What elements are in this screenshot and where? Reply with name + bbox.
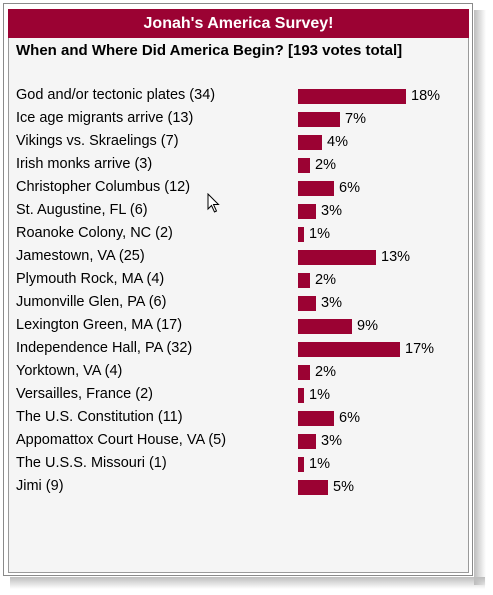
result-label: Appomattox Court House, VA (5) (16, 432, 227, 448)
result-row: Ice age migrants arrive (13) 7% (9, 108, 468, 131)
result-label: Jamestown, VA (25) (16, 248, 145, 264)
result-label: Vikings vs. Skraelings (7) (16, 133, 179, 149)
result-percent: 17% (405, 341, 435, 357)
result-label: Jumonville Glen, PA (6) (16, 294, 167, 310)
result-row: Irish monks arrive (3) 2% (9, 154, 468, 177)
result-label: Irish monks arrive (3) (16, 156, 153, 172)
result-row: Independence Hall, PA (32) 17% (9, 338, 468, 361)
result-row: Jimi (9) 5% (9, 476, 468, 499)
result-percent: 3% (321, 203, 342, 219)
result-row: Yorktown, VA (4) 2% (9, 361, 468, 384)
survey-question: When and Where Did America Begin? [193 v… (16, 42, 403, 59)
result-bar (298, 204, 316, 219)
result-bar (298, 388, 304, 403)
result-bar (298, 112, 340, 127)
survey-title: Jonah's America Survey! (8, 9, 469, 38)
result-bar (298, 89, 406, 104)
window-shadow-bottom (10, 577, 485, 589)
result-percent: 2% (315, 272, 336, 288)
result-bar (298, 480, 328, 495)
result-percent: 1% (309, 226, 330, 242)
result-percent: 1% (309, 387, 330, 403)
result-label: Ice age migrants arrive (13) (16, 110, 194, 126)
result-bar (298, 411, 334, 426)
result-percent: 2% (315, 364, 336, 380)
result-bar (298, 135, 322, 150)
result-percent: 9% (357, 318, 378, 334)
result-row: The U.S. Constitution (11) 6% (9, 407, 468, 430)
result-label: God and/or tectonic plates (34) (16, 87, 216, 103)
result-label: Christopher Columbus (12) (16, 179, 191, 195)
result-percent: 6% (339, 180, 360, 196)
result-bar (298, 181, 334, 196)
result-bar (298, 457, 304, 472)
result-bar (298, 227, 304, 242)
result-bar (298, 342, 400, 357)
result-row: Appomattox Court House, VA (5) 3% (9, 430, 468, 453)
result-bar (298, 365, 310, 380)
result-label: Roanoke Colony, NC (2) (16, 225, 173, 241)
result-label: The U.S. Constitution (11) (16, 409, 183, 425)
result-percent: 7% (345, 111, 366, 127)
result-percent: 4% (327, 134, 348, 150)
survey-results: When and Where Did America Begin? [193 v… (8, 38, 469, 573)
mouse-pointer-icon (207, 193, 220, 213)
result-percent: 2% (315, 157, 336, 173)
result-percent: 3% (321, 295, 342, 311)
result-label: Lexington Green, MA (17) (16, 317, 183, 333)
result-bar (298, 319, 352, 334)
result-bar (298, 158, 310, 173)
result-percent: 6% (339, 410, 360, 426)
result-row: God and/or tectonic plates (34) 18% (9, 85, 468, 108)
result-row: The U.S.S. Missouri (1) 1% (9, 453, 468, 476)
result-row: Vikings vs. Skraelings (7) 4% (9, 131, 468, 154)
result-row: Lexington Green, MA (17) 9% (9, 315, 468, 338)
result-row: Plymouth Rock, MA (4) 2% (9, 269, 468, 292)
result-percent: 3% (321, 433, 342, 449)
result-row: Roanoke Colony, NC (2) 1% (9, 223, 468, 246)
result-label: Independence Hall, PA (32) (16, 340, 193, 356)
result-bar (298, 273, 310, 288)
result-row: Christopher Columbus (12) 6% (9, 177, 468, 200)
result-bar (298, 250, 376, 265)
result-label: Yorktown, VA (4) (16, 363, 123, 379)
result-row: Jamestown, VA (25) 13% (9, 246, 468, 269)
result-label: St. Augustine, FL (6) (16, 202, 148, 218)
result-row: St. Augustine, FL (6) 3% (9, 200, 468, 223)
results-list: God and/or tectonic plates (34) 18% Ice ag… (9, 85, 468, 499)
result-label: Versailles, France (2) (16, 386, 153, 402)
result-label: Plymouth Rock, MA (4) (16, 271, 165, 287)
result-row: Versailles, France (2) 1% (9, 384, 468, 407)
result-label: Jimi (9) (16, 478, 64, 494)
result-bar (298, 434, 316, 449)
result-percent: 18% (411, 88, 441, 104)
result-percent: 13% (381, 249, 411, 265)
result-row: Jumonville Glen, PA (6) 3% (9, 292, 468, 315)
result-percent: 1% (309, 456, 330, 472)
window-shadow-right (474, 10, 486, 585)
result-percent: 5% (333, 479, 354, 495)
result-label: The U.S.S. Missouri (1) (16, 455, 167, 471)
survey-panel: Jonah's America Survey! When and Where D… (3, 3, 473, 576)
result-bar (298, 296, 316, 311)
